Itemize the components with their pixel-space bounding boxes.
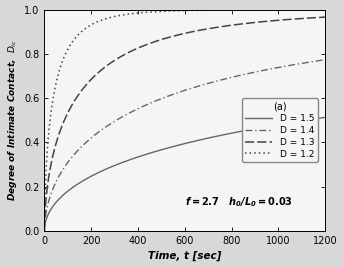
Line: D = 1.4: D = 1.4 xyxy=(44,60,325,231)
D = 1.2 xyxy=(154,10,158,13)
D = 1.2 xyxy=(135,11,140,15)
D = 1.3 xyxy=(154,40,158,43)
D = 1.3 xyxy=(42,229,46,232)
Legend: D = 1.5, D = 1.4, D = 1.3, D = 1.2: D = 1.5, D = 1.4, D = 1.3, D = 1.2 xyxy=(242,98,318,162)
D = 1.3 xyxy=(135,47,140,50)
D = 1.4 xyxy=(42,229,46,232)
D = 1.2 xyxy=(177,9,181,12)
D = 1.4 xyxy=(213,80,217,83)
D = 1.5 xyxy=(98,170,102,173)
D = 1.4 xyxy=(154,99,158,102)
D = 1.5 xyxy=(42,229,46,232)
D = 1.4 xyxy=(310,60,315,63)
D = 1.4 xyxy=(177,91,181,94)
D = 1.5 xyxy=(323,116,327,119)
D = 1.5 xyxy=(310,118,315,121)
Line: D = 1.2: D = 1.2 xyxy=(44,10,325,231)
D = 1.5 xyxy=(154,150,158,153)
D = 1.2 xyxy=(213,9,217,12)
Y-axis label: Degree of Intimate Contact,  $D_{ic}$: Degree of Intimate Contact, $D_{ic}$ xyxy=(5,39,19,201)
D = 1.3 xyxy=(213,26,217,29)
D = 1.4 xyxy=(323,58,327,61)
D = 1.3 xyxy=(310,16,315,19)
D = 1.5 xyxy=(177,143,181,147)
D = 1.5 xyxy=(213,135,217,138)
D = 1.2 xyxy=(310,8,315,11)
D = 1.4 xyxy=(135,107,140,111)
D = 1.5 xyxy=(135,156,140,159)
Text: $\bfit{f}$$\mathbf{= 2.7}$   $\bfit{h_0/L_0}$$\mathbf{= 0.03}$: $\bfit{f}$$\mathbf{= 2.7}$ $\bfit{h_0/L_… xyxy=(185,195,293,209)
X-axis label: Time, t [sec]: Time, t [sec] xyxy=(148,251,222,261)
D = 1.2 xyxy=(98,19,102,22)
D = 1.3 xyxy=(323,15,327,19)
Line: D = 1.3: D = 1.3 xyxy=(44,17,325,231)
D = 1.2 xyxy=(323,8,327,11)
D = 1.3 xyxy=(98,69,102,73)
D = 1.4 xyxy=(98,129,102,132)
D = 1.2 xyxy=(42,229,46,232)
Line: D = 1.5: D = 1.5 xyxy=(44,117,325,231)
D = 1.3 xyxy=(177,33,181,36)
